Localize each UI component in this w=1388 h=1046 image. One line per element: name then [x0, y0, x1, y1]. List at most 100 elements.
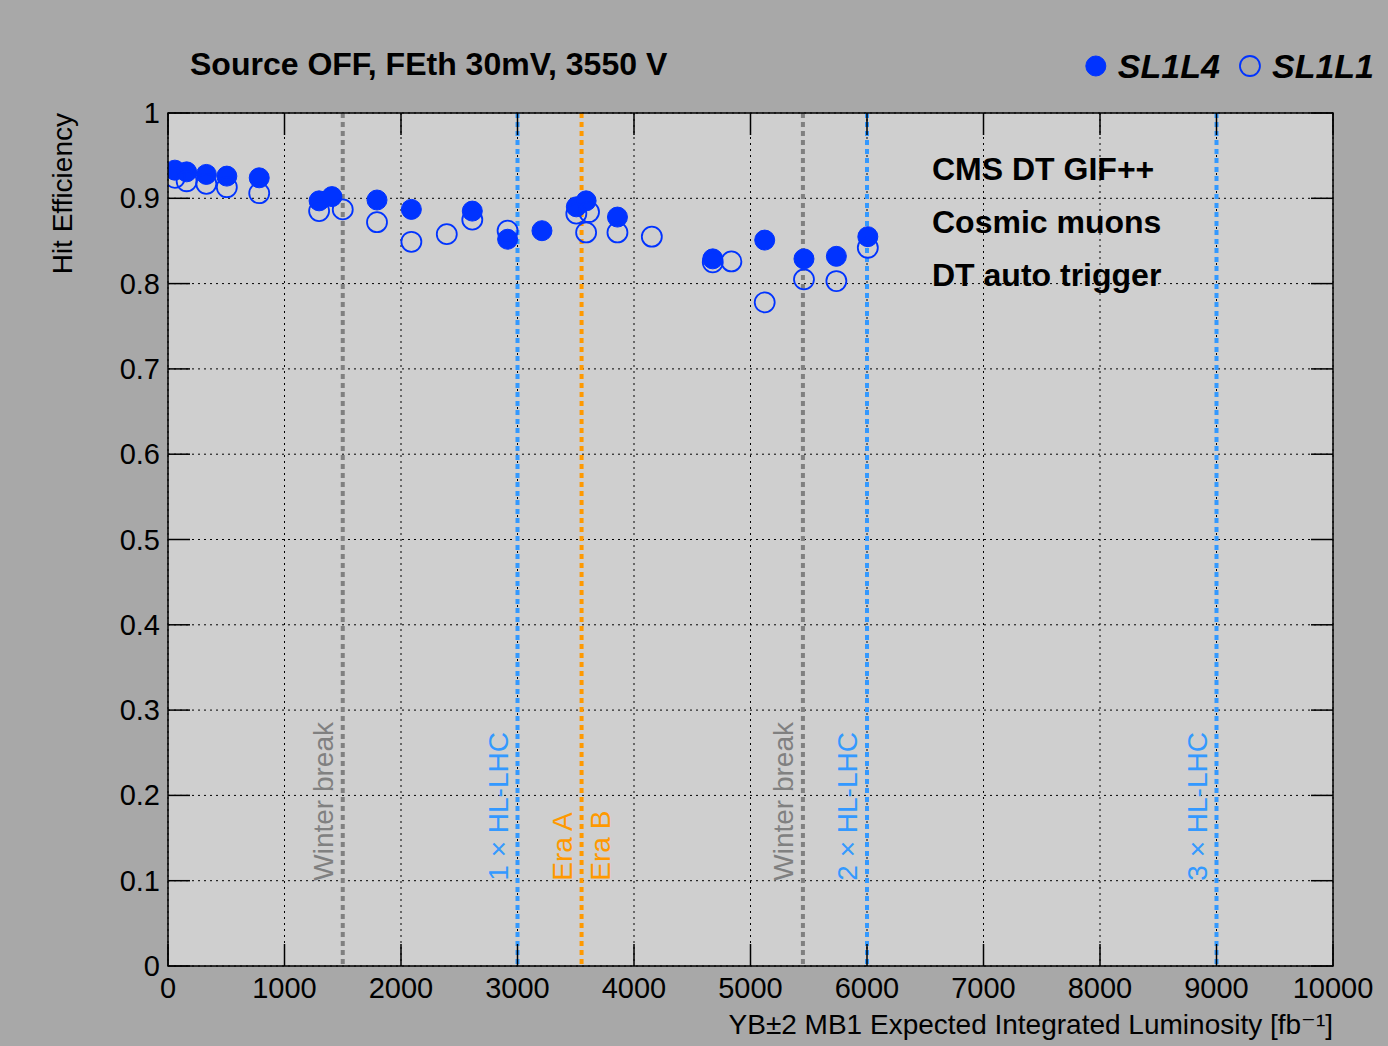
data-point — [437, 224, 457, 244]
y-tick-label: 0.5 — [120, 524, 160, 556]
y-tick — [168, 198, 190, 200]
plot-area — [168, 113, 1333, 966]
x-tick — [1099, 113, 1101, 135]
data-point — [309, 201, 329, 221]
data-point — [721, 251, 741, 271]
x-tick — [983, 944, 985, 966]
y-tick-label: 1 — [144, 97, 160, 129]
data-point — [498, 229, 518, 249]
legend-marker — [1240, 56, 1260, 76]
y-tick-label: 0.7 — [120, 353, 160, 385]
y-tick-label: 0.2 — [120, 779, 160, 811]
x-tick — [633, 944, 635, 966]
annotation: DT auto trigger — [932, 257, 1161, 293]
x-tick-label: 5000 — [718, 972, 783, 1004]
y-tick — [168, 709, 190, 711]
legend-label: SL1L4 — [1118, 47, 1220, 85]
chart: Winter break1 × HL-LHCEra AEra BWinter b… — [0, 0, 1388, 1046]
y-tick-label: 0.8 — [120, 268, 160, 300]
y-tick — [1311, 965, 1333, 967]
data-point — [462, 201, 482, 221]
data-point — [367, 190, 387, 210]
data-point — [462, 210, 482, 230]
reference-line-label: 1 × HL-LHC — [483, 732, 514, 881]
y-tick — [1311, 795, 1333, 797]
y-tick-label: 0.3 — [120, 694, 160, 726]
grid-line-y — [168, 795, 1333, 796]
y-tick — [1311, 453, 1333, 455]
x-tick — [517, 113, 519, 135]
x-tick-label: 1000 — [252, 972, 317, 1004]
y-tick-label: 0.1 — [120, 865, 160, 897]
data-point — [217, 177, 237, 197]
data-point — [367, 212, 387, 232]
y-tick — [168, 965, 190, 967]
x-tick — [517, 944, 519, 966]
data-point — [177, 171, 197, 191]
data-point — [401, 232, 421, 252]
grid-line-x — [1216, 113, 1217, 966]
grid-line-x — [284, 113, 285, 966]
x-tick-label: 10000 — [1293, 972, 1374, 1004]
data-point — [642, 227, 662, 247]
annotation: Cosmic muons — [932, 204, 1161, 240]
x-tick-label: 3000 — [485, 972, 550, 1004]
data-point — [794, 269, 814, 289]
x-tick — [400, 944, 402, 966]
y-tick — [168, 368, 190, 370]
x-tick — [633, 113, 635, 135]
x-tick-label: 4000 — [602, 972, 667, 1004]
x-axis-title: YB±2 MB1 Expected Integrated Luminosity … — [729, 1009, 1333, 1040]
data-point — [826, 246, 846, 266]
y-tick — [168, 624, 190, 626]
x-tick — [866, 944, 868, 966]
reference-line-label: 3 × HL-LHC — [1182, 732, 1213, 881]
y-tick — [1311, 112, 1333, 114]
y-tick — [1311, 198, 1333, 200]
x-tick — [284, 113, 286, 135]
grid-line-x — [634, 113, 635, 966]
legend-label: SL1L1 — [1272, 47, 1374, 85]
data-point — [532, 221, 552, 241]
data-point — [858, 227, 878, 247]
reference-line — [801, 113, 805, 966]
reference-line-label: 2 × HL-LHC — [832, 732, 863, 881]
x-tick — [400, 113, 402, 135]
plot-marks — [168, 113, 1216, 966]
data-point — [794, 249, 814, 269]
data-point — [196, 174, 216, 194]
x-tick — [866, 113, 868, 135]
data-point — [217, 166, 237, 186]
x-tick — [1332, 944, 1334, 966]
y-tick-label: 0.9 — [120, 182, 160, 214]
data-point — [607, 222, 627, 242]
x-tick — [1099, 944, 1101, 966]
y-axis-title: Hit Efficiency — [47, 113, 78, 274]
y-tick — [168, 283, 190, 285]
reference-line-label: Winter break — [768, 721, 799, 881]
y-tick — [1311, 283, 1333, 285]
x-tick — [750, 944, 752, 966]
y-tick — [1311, 624, 1333, 626]
y-tick — [168, 539, 190, 541]
data-point — [401, 199, 421, 219]
x-tick — [983, 113, 985, 135]
y-tick-label: 0.6 — [120, 438, 160, 470]
x-tick — [1216, 944, 1218, 966]
y-tick — [1311, 368, 1333, 370]
grid-line-x — [983, 113, 984, 966]
y-tick — [168, 880, 190, 882]
reference-line-label: Winter break — [308, 721, 339, 881]
data-point — [249, 183, 269, 203]
data-point — [333, 199, 353, 219]
data-point — [755, 292, 775, 312]
grid-line-y — [168, 624, 1333, 625]
x-tick — [167, 944, 169, 966]
x-tick — [1332, 113, 1334, 135]
y-tick — [1311, 880, 1333, 882]
reference-line — [341, 113, 345, 966]
y-tick — [168, 453, 190, 455]
reference-line — [1215, 113, 1219, 966]
legend-marker — [1086, 56, 1106, 76]
data-point — [858, 238, 878, 258]
